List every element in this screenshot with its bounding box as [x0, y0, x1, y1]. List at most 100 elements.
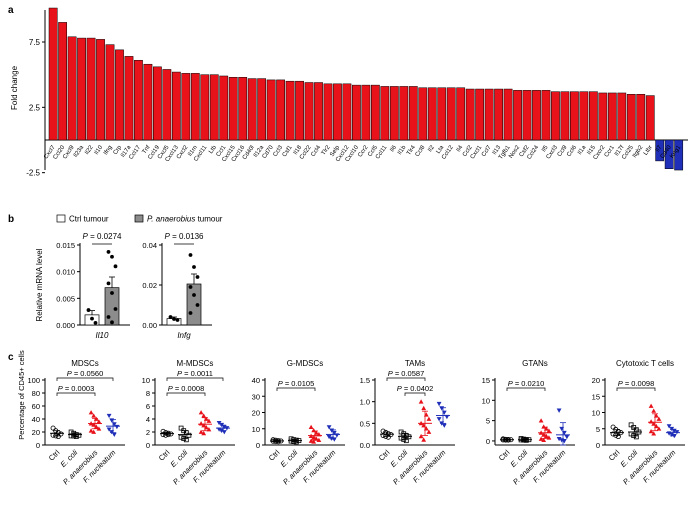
data-point [538, 436, 544, 441]
bar-Ccl25 [626, 94, 636, 141]
plot-title: TAMs [405, 359, 425, 368]
bar-Tgfb1 [503, 88, 513, 141]
x-tick-label-Ccl17: Ccl17 [128, 144, 142, 161]
bar-Cxcl9 [67, 36, 77, 141]
x-tick-label-Tlr4: Tlr4 [406, 144, 417, 156]
y-axis-label: Fold change [10, 65, 19, 110]
y-tick-label: 0.005 [56, 294, 75, 303]
p-value-label: P = 0.0210 [508, 379, 545, 388]
p-value: = 0.0011 [182, 369, 213, 378]
significance-bracket [56, 392, 96, 396]
significance-bracket [386, 377, 426, 381]
bar-Il18 [295, 80, 304, 141]
data-point [88, 428, 94, 433]
y-tick-label: 20 [252, 409, 260, 418]
data-point [610, 424, 616, 430]
panel-a-letter: a [8, 5, 14, 16]
data-point [546, 428, 552, 433]
data-point [55, 434, 61, 440]
y-tick-label: 0.02 [142, 281, 157, 290]
data-point [421, 437, 427, 442]
p-value: = 0.0105 [283, 379, 315, 388]
y-tick-label: 10 [252, 425, 260, 434]
data-point [188, 285, 193, 289]
bar-Il10 [96, 39, 105, 141]
data-point [113, 307, 118, 311]
data-point [651, 431, 657, 436]
mrna-plot-Infg: 0.00 0.02 0.04 P = 0.0136 Infg [142, 232, 212, 340]
x-tick-label-Ltb: Ltb [208, 144, 218, 155]
x-tick-label-Il6: Il6 [389, 144, 398, 153]
bar-Il7 [655, 139, 665, 162]
bar-Csf2 [522, 90, 532, 141]
data-point [186, 432, 192, 438]
y-axis-label: Relative mRNA level [35, 248, 44, 321]
x-tick-label-Tnf: Tnf [142, 144, 152, 155]
panel-b-mrna-charts: Ctrl tumour P. anaerobius tumour Relative … [35, 215, 223, 341]
bar-Il4 [456, 87, 466, 141]
data-point [628, 422, 634, 428]
data-point [106, 281, 111, 286]
panel-c-cell-percentage-charts: Percentage of CD45+ cells020406080100MDS… [17, 350, 685, 486]
x-tick-label-Ccl6: Ccl6 [566, 144, 578, 158]
bar-Ccl8 [418, 87, 428, 141]
y-tick-label: 6 [146, 402, 150, 411]
y-tick-label: 10 [482, 396, 490, 405]
p-value-label: P = 0.0587 [388, 369, 425, 378]
p-letter: P [618, 379, 623, 388]
panel-c-letter: c [8, 352, 14, 363]
data-point [326, 434, 332, 440]
data-point [656, 416, 662, 421]
bar-Il17f [617, 92, 627, 141]
y-tick-label: 40 [252, 376, 260, 385]
p-value-label: P = 0.0011 [177, 369, 213, 378]
x-tick-label-Ccl4: Ccl4 [310, 144, 322, 158]
data-point [564, 434, 570, 440]
bar-Il13 [494, 88, 503, 141]
significance-bracket [276, 387, 316, 391]
bar-Il1rn [190, 73, 200, 141]
bar-Ccl9 [560, 91, 570, 141]
bar-Il15 [588, 91, 598, 141]
bar-Cxcl2 [181, 73, 191, 141]
x-tick-label-Ltbr: Ltbr [643, 145, 654, 157]
p-value-label: P = 0.0560 [67, 369, 104, 378]
p-letter: P [177, 369, 182, 378]
bar-Cxcl15 [228, 77, 238, 141]
data-point [88, 410, 94, 415]
p-value-label: P = 0.0098 [618, 379, 655, 388]
y-tick-label: 7.5 [29, 38, 41, 47]
data-point [96, 426, 102, 431]
plot-title: Cytotoxic T cells [616, 359, 674, 368]
x-tick-label-Il13: Il13 [492, 144, 503, 156]
data-point [216, 420, 222, 426]
p-value-label: P = 0.0008 [168, 384, 205, 393]
bar-Cd70 [266, 79, 276, 141]
bar-Ccl1 [219, 75, 229, 141]
bar-Cxcl13 [171, 71, 181, 141]
data-point [206, 418, 212, 423]
data-point [178, 425, 184, 431]
data-point [110, 320, 114, 325]
plot-title: GTANs [522, 359, 548, 368]
bar-Ccl4 [314, 82, 323, 141]
bar-Il12a [257, 78, 267, 141]
bar-Tlr4 [408, 86, 418, 141]
data-point [403, 438, 409, 444]
y-tick-label: 0.0 [360, 441, 370, 450]
bar-Crp [115, 49, 124, 141]
significance-bracket [616, 387, 656, 391]
data-point [178, 434, 184, 440]
data-point [541, 437, 547, 443]
x-tick-label-Il15: Il15 [587, 144, 598, 156]
data-point [439, 406, 445, 411]
y-tick-label: 2 [146, 428, 150, 437]
x-tick-label-Crp: Crp [113, 144, 124, 156]
bar-Lta [437, 87, 447, 141]
y-tick-label: 0.000 [56, 321, 75, 330]
bar-Il1a [579, 91, 589, 141]
y-tick-label: 15 [592, 392, 600, 401]
data-point [615, 434, 621, 440]
